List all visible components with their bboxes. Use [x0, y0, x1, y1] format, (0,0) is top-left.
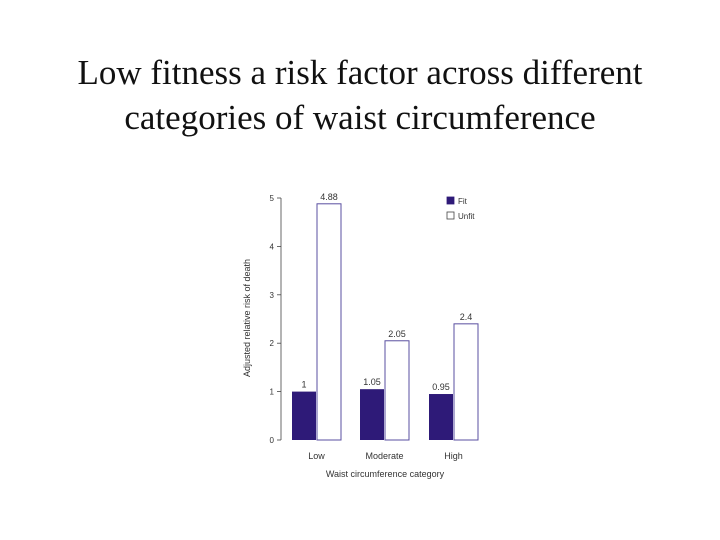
legend-swatch-unfit	[446, 211, 455, 220]
y-tick-label: 0	[270, 436, 275, 445]
chart-bars: 1 4.88 1.05 2.05 0.95 2.4	[292, 192, 479, 441]
bar-unfit-high	[453, 323, 479, 441]
data-label: 0.95	[432, 382, 450, 392]
bar-fit-low	[292, 391, 316, 440]
bar-unfit-moderate	[384, 340, 410, 441]
slide-title: Low fitness a risk factor across differe…	[0, 50, 720, 140]
data-label: 1	[301, 380, 306, 390]
slide-title-line-1: Low fitness a risk factor across differe…	[77, 53, 643, 92]
data-label: 2.05	[388, 329, 406, 339]
bar-unfit-low	[316, 203, 342, 441]
bar-fit-high	[429, 394, 453, 440]
x-tick-label: High	[444, 451, 463, 461]
x-axis-label: Waist circumference category	[326, 469, 445, 479]
data-label: 4.88	[320, 192, 338, 202]
bar-fit-moderate	[360, 389, 384, 440]
x-tick-label: Moderate	[365, 451, 403, 461]
legend-label-unfit: Unfit	[458, 212, 475, 221]
y-tick-label: 4	[270, 242, 275, 251]
slide-title-line-2: categories of waist circumference	[124, 98, 596, 137]
y-tick-label: 5	[270, 194, 275, 203]
x-tick-label: Low	[308, 451, 325, 461]
data-label: 1.05	[363, 377, 381, 387]
y-tick-label: 2	[270, 339, 275, 348]
y-tick-label: 3	[270, 291, 275, 300]
chart-axes: 0 1 2 3 4 5 Low Moderate High	[270, 194, 463, 461]
legend-swatch-fit	[446, 196, 455, 205]
y-axis-label: Adjusted relative risk of death	[242, 259, 252, 377]
legend-label-fit: Fit	[458, 197, 468, 206]
y-tick-label: 1	[270, 388, 275, 397]
data-label: 2.4	[460, 312, 473, 322]
chart-legend: Fit Unfit	[446, 196, 475, 221]
